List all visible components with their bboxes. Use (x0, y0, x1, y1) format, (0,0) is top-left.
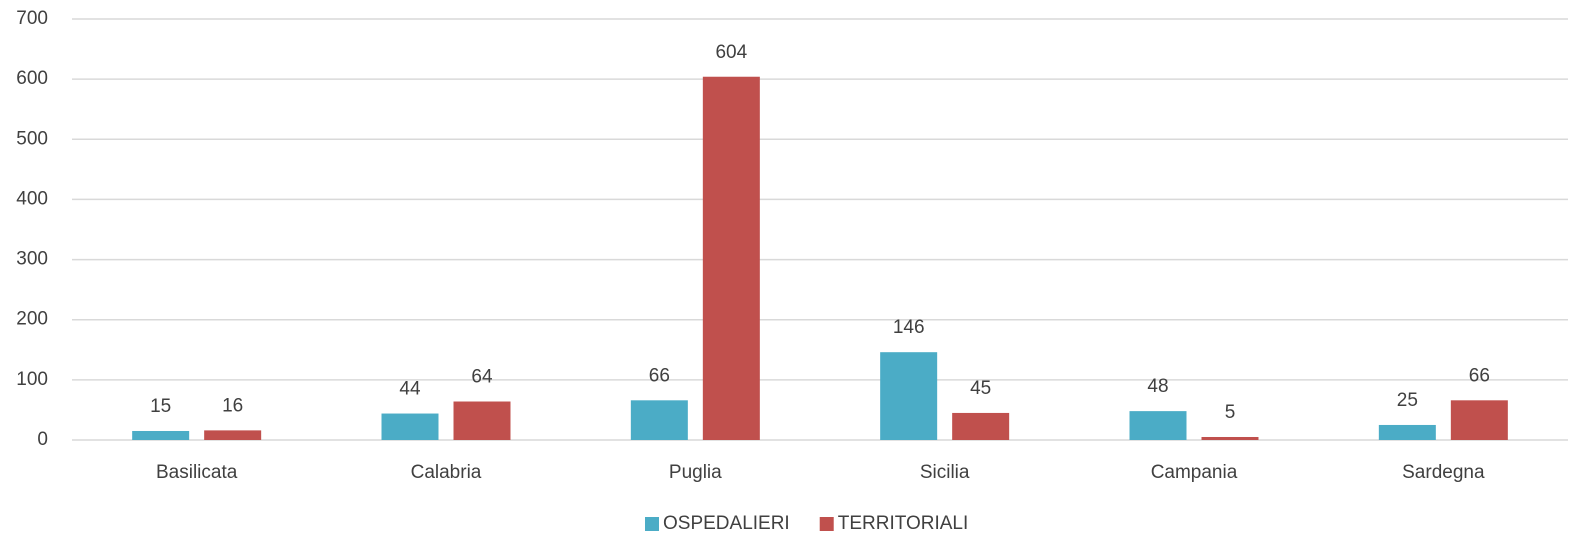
data-label: 48 (1147, 376, 1168, 397)
y-tick-label: 300 (16, 249, 48, 270)
legend-label: TERRITORIALI (838, 513, 969, 534)
bar (1378, 424, 1436, 440)
x-tick-label: Sicilia (920, 462, 970, 483)
x-tick-label: Sardegna (1402, 462, 1485, 483)
legend-swatch (645, 517, 659, 531)
x-tick-label: Calabria (411, 462, 482, 483)
bar (1450, 400, 1508, 440)
x-tick-label: Puglia (669, 462, 722, 483)
bar (453, 401, 511, 440)
data-label: 66 (649, 365, 670, 386)
data-label: 66 (1469, 365, 1490, 386)
data-label: 44 (399, 379, 421, 400)
x-tick-label: Campania (1151, 462, 1238, 483)
bar (952, 412, 1010, 440)
bar (1201, 436, 1259, 440)
y-tick-label: 400 (16, 188, 48, 209)
bar (381, 413, 439, 440)
bar (204, 430, 262, 440)
y-tick-label: 700 (16, 8, 48, 29)
data-label: 15 (150, 396, 171, 417)
bar (1129, 411, 1187, 440)
y-tick-label: 500 (16, 128, 48, 149)
data-label: 45 (970, 378, 991, 399)
data-label: 146 (893, 317, 925, 338)
bar (630, 400, 688, 440)
y-tick-label: 600 (16, 68, 48, 89)
y-tick-label: 100 (16, 369, 48, 390)
bar (702, 76, 760, 440)
legend-swatch (819, 517, 834, 531)
legend-label: OSPEDALIERI (663, 513, 790, 534)
data-label: 604 (715, 42, 747, 63)
x-tick-label: Basilicata (156, 462, 238, 483)
data-label: 5 (1225, 402, 1236, 423)
data-label: 16 (222, 395, 243, 416)
bar (132, 430, 190, 440)
data-label: 64 (471, 367, 493, 388)
y-tick-label: 0 (37, 429, 48, 450)
data-label: 25 (1397, 390, 1418, 411)
bar (880, 352, 938, 440)
y-tick-label: 200 (16, 309, 48, 330)
